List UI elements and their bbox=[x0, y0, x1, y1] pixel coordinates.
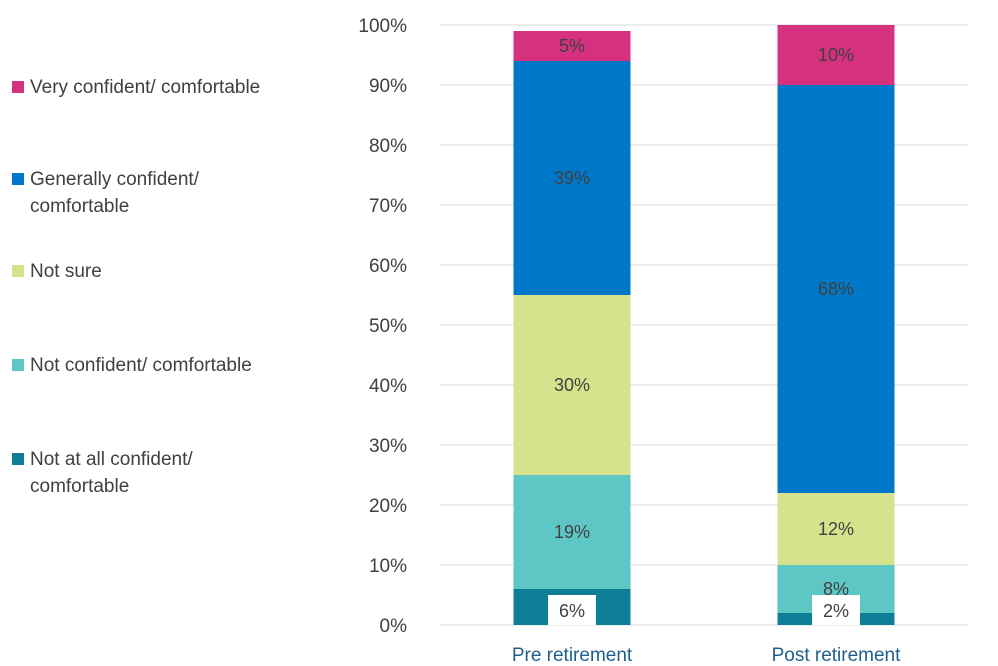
legend-label: Not sure bbox=[30, 261, 102, 282]
data-label: 19% bbox=[554, 522, 590, 542]
legend-swatch bbox=[12, 265, 24, 277]
data-label: 12% bbox=[818, 519, 854, 539]
legend-swatch bbox=[12, 81, 24, 93]
data-label: 6% bbox=[559, 601, 585, 621]
data-label: 10% bbox=[818, 45, 854, 65]
legend-label: Not confident/ comfortable bbox=[30, 355, 252, 376]
y-tick-label: 90% bbox=[369, 76, 407, 97]
legend-label: Very confident/ comfortable bbox=[30, 77, 260, 98]
bar-segment bbox=[513, 31, 631, 61]
bar-segment bbox=[777, 25, 895, 85]
y-tick-label: 80% bbox=[369, 136, 407, 157]
data-label-box bbox=[812, 595, 860, 625]
legend-label: comfortable bbox=[30, 196, 129, 217]
y-tick-label: 30% bbox=[369, 436, 407, 457]
data-label: 5% bbox=[559, 36, 585, 56]
y-tick-label: 10% bbox=[369, 556, 407, 577]
x-category-label: Post retirement bbox=[772, 645, 902, 666]
y-tick-label: 0% bbox=[380, 616, 408, 637]
legend-label: Generally confident/ bbox=[30, 169, 200, 190]
bar-segment bbox=[513, 295, 631, 475]
y-axis: 0% 10% 20% 30% 40% 50% 60% 70% 80% 90% 100% bbox=[358, 16, 407, 637]
legend-label: Not at all confident/ bbox=[30, 449, 193, 470]
data-label: 30% bbox=[554, 375, 590, 395]
bar-segment bbox=[777, 493, 895, 565]
y-tick-label: 40% bbox=[369, 376, 407, 397]
data-label-box bbox=[548, 595, 596, 625]
y-tick-label: 50% bbox=[369, 316, 407, 337]
x-axis: Pre retirement Post retirement bbox=[512, 645, 901, 666]
data-label: 39% bbox=[554, 168, 590, 188]
legend: Very confident/ comfortable Generally con… bbox=[12, 77, 260, 497]
data-label: 68% bbox=[818, 279, 854, 299]
legend-label: comfortable bbox=[30, 476, 129, 497]
legend-swatch bbox=[12, 453, 24, 465]
data-label: 8% bbox=[823, 579, 849, 599]
y-tick-label: 20% bbox=[369, 496, 407, 517]
y-tick-label: 60% bbox=[369, 256, 407, 277]
bar-segment bbox=[513, 475, 631, 589]
y-tick-label: 100% bbox=[358, 16, 407, 37]
legend-swatch bbox=[12, 359, 24, 371]
legend-swatch bbox=[12, 173, 24, 185]
y-tick-label: 70% bbox=[369, 196, 407, 217]
bar-segment bbox=[513, 61, 631, 295]
x-category-label: Pre retirement bbox=[512, 645, 633, 666]
data-label: 2% bbox=[823, 601, 849, 621]
data-labels: 6% 19% 30% 39% 5% 2%8% 12% 68% 10% bbox=[548, 36, 860, 625]
bar-segment bbox=[777, 85, 895, 493]
